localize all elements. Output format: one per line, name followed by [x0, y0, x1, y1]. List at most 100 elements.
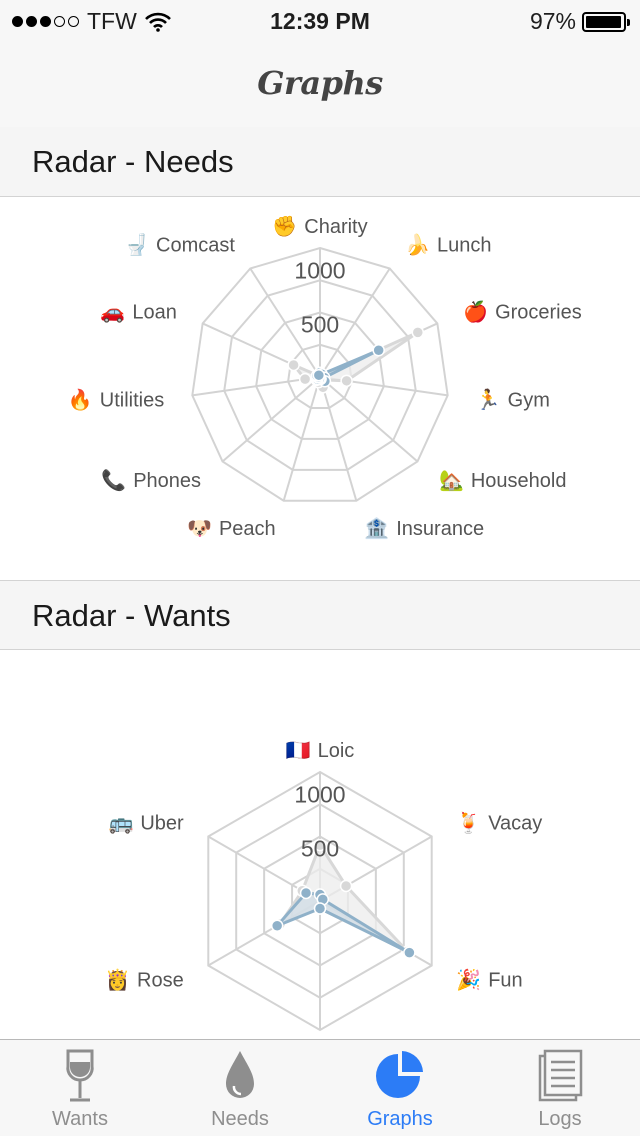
section-title-wants: Radar - Wants [32, 598, 231, 633]
data-point [313, 838, 327, 852]
category-label: Fun [488, 970, 522, 992]
category-label: Groceries [495, 302, 582, 324]
grid-spoke [319, 376, 358, 502]
status-bar: TFW 12:39 PM 97% [0, 0, 640, 40]
category-label: Rose [137, 970, 184, 992]
category-label: Uber [140, 812, 184, 834]
radar-chart-needs: 500 1000 ✊ Charity 🍌 Lunch 🍎 Groceries 🏃 Gym 🏡 Hous… [68, 215, 582, 540]
tab-graphs[interactable]: Graphs [320, 1040, 480, 1136]
axis-label: 🚗 Loan [100, 302, 176, 324]
category-label: Vacay [488, 812, 542, 834]
category-icon: 🚽 [124, 233, 149, 257]
category-icon: 📞 [101, 467, 126, 492]
category-icon: 🍎 [463, 300, 488, 324]
grid-spoke [221, 376, 321, 463]
grid-spoke [319, 376, 419, 463]
grid-spoke [192, 376, 321, 397]
axis-label: 🏃 Gym [476, 387, 550, 411]
axis-label: 🇫🇷 Loic [286, 740, 355, 762]
axis-label: 🎉 Fun [456, 968, 522, 992]
axis-label: 🔥 Utilities [68, 387, 164, 411]
tab-label: Needs [211, 1108, 269, 1130]
grid-ring [223, 279, 417, 471]
axis-label: 🍎 Groceries [463, 300, 582, 324]
tick-label: 500 [301, 311, 339, 337]
category-icon: 🐶 [187, 518, 212, 540]
signal-strength-icon [12, 16, 79, 27]
category-label: Phones [133, 470, 201, 492]
tick-label: 1000 [294, 782, 345, 808]
data-point [298, 372, 312, 386]
axis-label: 🚽 Comcast [124, 233, 235, 257]
axis-label: 🐶 Peach [187, 518, 276, 540]
tab-wants[interactable]: Wants [0, 1040, 160, 1136]
category-icon: 🚗 [100, 302, 125, 324]
tick-label: 1000 [294, 258, 345, 284]
grid-spoke [249, 267, 321, 378]
data-point [299, 886, 313, 900]
tab-bar: Wants Needs Graphs Logs [0, 1039, 640, 1136]
category-icon: ✊ [272, 215, 297, 238]
battery-fill [586, 15, 621, 28]
axis-label: 🍌 Lunch [405, 233, 491, 257]
category-icon: 🎉 [456, 968, 481, 992]
category-icon: 🔥 [68, 387, 93, 411]
category-label: Gym [508, 389, 550, 411]
axis-label: ✊ Charity [272, 215, 367, 238]
category-label: Utilities [100, 389, 164, 411]
category-label: Loan [132, 302, 177, 324]
section-header-needs: Radar - Needs [0, 127, 640, 197]
grid-ring [191, 246, 449, 502]
tab-label: Logs [538, 1108, 582, 1130]
category-label: Household [471, 470, 567, 492]
navigation-bar: Graphs [0, 40, 640, 128]
data-point [270, 919, 284, 932]
axis-label: 🍹 Vacay [456, 810, 542, 834]
section-title-needs: Radar - Needs [32, 144, 234, 179]
grid-spoke [319, 267, 391, 378]
tab-label: Graphs [367, 1108, 433, 1130]
category-label: Comcast [156, 235, 235, 257]
data-point [287, 358, 300, 372]
clock: 12:39 PM [270, 8, 370, 34]
status-right: 97% [530, 8, 630, 35]
data-point [313, 902, 327, 915]
category-label: Insurance [396, 518, 484, 540]
category-icon: 🏃 [476, 387, 501, 411]
data-point [339, 879, 353, 893]
battery-icon [582, 11, 630, 32]
category-label: Peach [219, 518, 276, 540]
data-point [312, 368, 326, 382]
data-point [340, 374, 353, 388]
category-icon: 🍌 [405, 233, 430, 257]
tab-needs[interactable]: Needs [160, 1040, 320, 1136]
water-drop-icon [226, 1051, 254, 1098]
category-icon: 🏦 [364, 516, 389, 540]
category-label: Loic [318, 740, 355, 762]
category-icon: 🏡 [439, 470, 464, 492]
axis-label: 🚌 Uber [108, 812, 184, 834]
category-label: Lunch [437, 235, 492, 257]
grid-spoke [282, 376, 321, 502]
tab-logs[interactable]: Logs [480, 1040, 640, 1136]
data-point [411, 326, 425, 339]
pie-chart-icon [376, 1051, 423, 1098]
page-title: Graphs [257, 64, 383, 102]
axis-label: 🏦 Insurance [364, 516, 484, 540]
data-point [372, 343, 385, 357]
document-icon [538, 1049, 583, 1102]
category-label: Charity [304, 216, 367, 238]
tab-label: Wants [52, 1108, 108, 1130]
radar-series [270, 886, 416, 959]
radar-series [310, 343, 385, 388]
axis-label: 📞 Phones [101, 467, 201, 492]
axis-label: 👸 Rose [105, 968, 184, 992]
carrier-name: TFW [87, 8, 137, 34]
category-icon: 🍹 [456, 810, 481, 834]
category-icon: 👸 [105, 968, 130, 992]
radar-series [273, 838, 414, 958]
section-header-wants: Radar - Wants [0, 580, 640, 650]
data-point [403, 946, 416, 959]
category-icon: 🇫🇷 [286, 740, 311, 762]
axis-label: 🏡 Household [439, 470, 567, 492]
